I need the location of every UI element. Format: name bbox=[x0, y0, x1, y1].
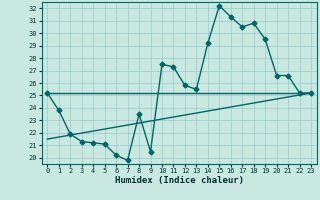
X-axis label: Humidex (Indice chaleur): Humidex (Indice chaleur) bbox=[115, 176, 244, 185]
